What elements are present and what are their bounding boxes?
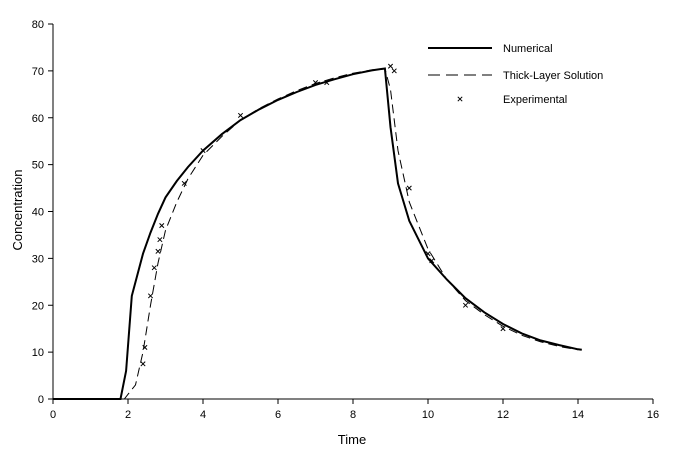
- marker-stroke: [200, 148, 206, 154]
- marker-stroke: [151, 265, 157, 271]
- legend: Numerical Thick-Layer Solution Experimenta…: [428, 43, 603, 106]
- x-tick-label: 6: [275, 409, 281, 421]
- legend-swatch-experimental: [457, 96, 463, 102]
- marker-stroke: [500, 326, 506, 332]
- y-tick-label: 70: [32, 66, 44, 78]
- marker-stroke: [391, 68, 397, 74]
- series-experimental: [140, 63, 506, 367]
- x-tick-label: 14: [572, 409, 584, 421]
- experimental-point: [155, 248, 161, 254]
- y-tick-label: 0: [38, 394, 44, 406]
- x-tick-label: 16: [647, 409, 659, 421]
- marker-stroke: [312, 80, 319, 86]
- marker-stroke: [157, 237, 163, 243]
- experimental-point: [312, 80, 319, 86]
- axes: 0 2 4 6 8 10 12 14 16 0 10 20 30 40 50 60 70 80: [32, 19, 659, 421]
- marker-stroke: [140, 361, 146, 367]
- marker-stroke: [462, 302, 469, 308]
- y-tick-label: 10: [32, 347, 44, 359]
- experimental-point: [406, 185, 412, 191]
- experimental-point: [324, 80, 330, 86]
- x-tick-label: 0: [50, 409, 56, 421]
- legend-label: Experimental: [503, 94, 567, 106]
- x-axis-label: Time: [338, 432, 366, 447]
- experimental-point: [142, 344, 148, 350]
- y-tick-label: 30: [32, 253, 44, 265]
- experimental-point: [140, 361, 146, 367]
- marker-stroke: [237, 112, 244, 118]
- experimental-point: [237, 112, 244, 118]
- marker-stroke: [387, 63, 394, 69]
- experimental-point: [387, 63, 394, 69]
- experimental-point: [462, 302, 469, 308]
- marker-stroke: [429, 258, 435, 264]
- marker-stroke: [425, 251, 431, 257]
- marker-stroke: [324, 80, 330, 86]
- experimental-point: [391, 68, 397, 74]
- y-axis-label: Concentration: [10, 170, 25, 251]
- experimental-point: [181, 180, 187, 186]
- experimental-point: [147, 293, 154, 299]
- x-tick-label: 2: [125, 409, 131, 421]
- marker-stroke: [155, 248, 161, 254]
- experimental-point: [429, 258, 435, 264]
- experimental-point: [425, 251, 431, 257]
- x-tick-label: 10: [422, 409, 434, 421]
- experimental-point: [151, 265, 157, 271]
- marker-stroke: [147, 293, 154, 299]
- x-tick-label: 4: [200, 409, 206, 421]
- x-tick-label: 8: [350, 409, 356, 421]
- experimental-point: [200, 148, 206, 154]
- experimental-point: [157, 237, 163, 243]
- experimental-point: [500, 326, 506, 332]
- y-tick-label: 60: [32, 113, 44, 125]
- marker-stroke: [142, 344, 148, 350]
- y-tick-label: 50: [32, 160, 44, 172]
- legend-label: Thick-Layer Solution: [503, 70, 603, 82]
- marker-stroke: [457, 96, 463, 102]
- y-tick-label: 80: [32, 19, 44, 31]
- series-thick-layer-solution-line: [53, 67, 579, 400]
- x-tick-label: 12: [497, 409, 509, 421]
- series-numerical-line: [53, 67, 582, 400]
- marker-stroke: [406, 185, 412, 191]
- legend-label: Numerical: [503, 43, 553, 55]
- experimental-point: [159, 223, 165, 229]
- y-tick-label: 20: [32, 300, 44, 312]
- marker-stroke: [159, 223, 165, 229]
- y-tick-label: 40: [32, 207, 44, 219]
- plot-series: [53, 63, 582, 400]
- marker-stroke: [181, 180, 187, 186]
